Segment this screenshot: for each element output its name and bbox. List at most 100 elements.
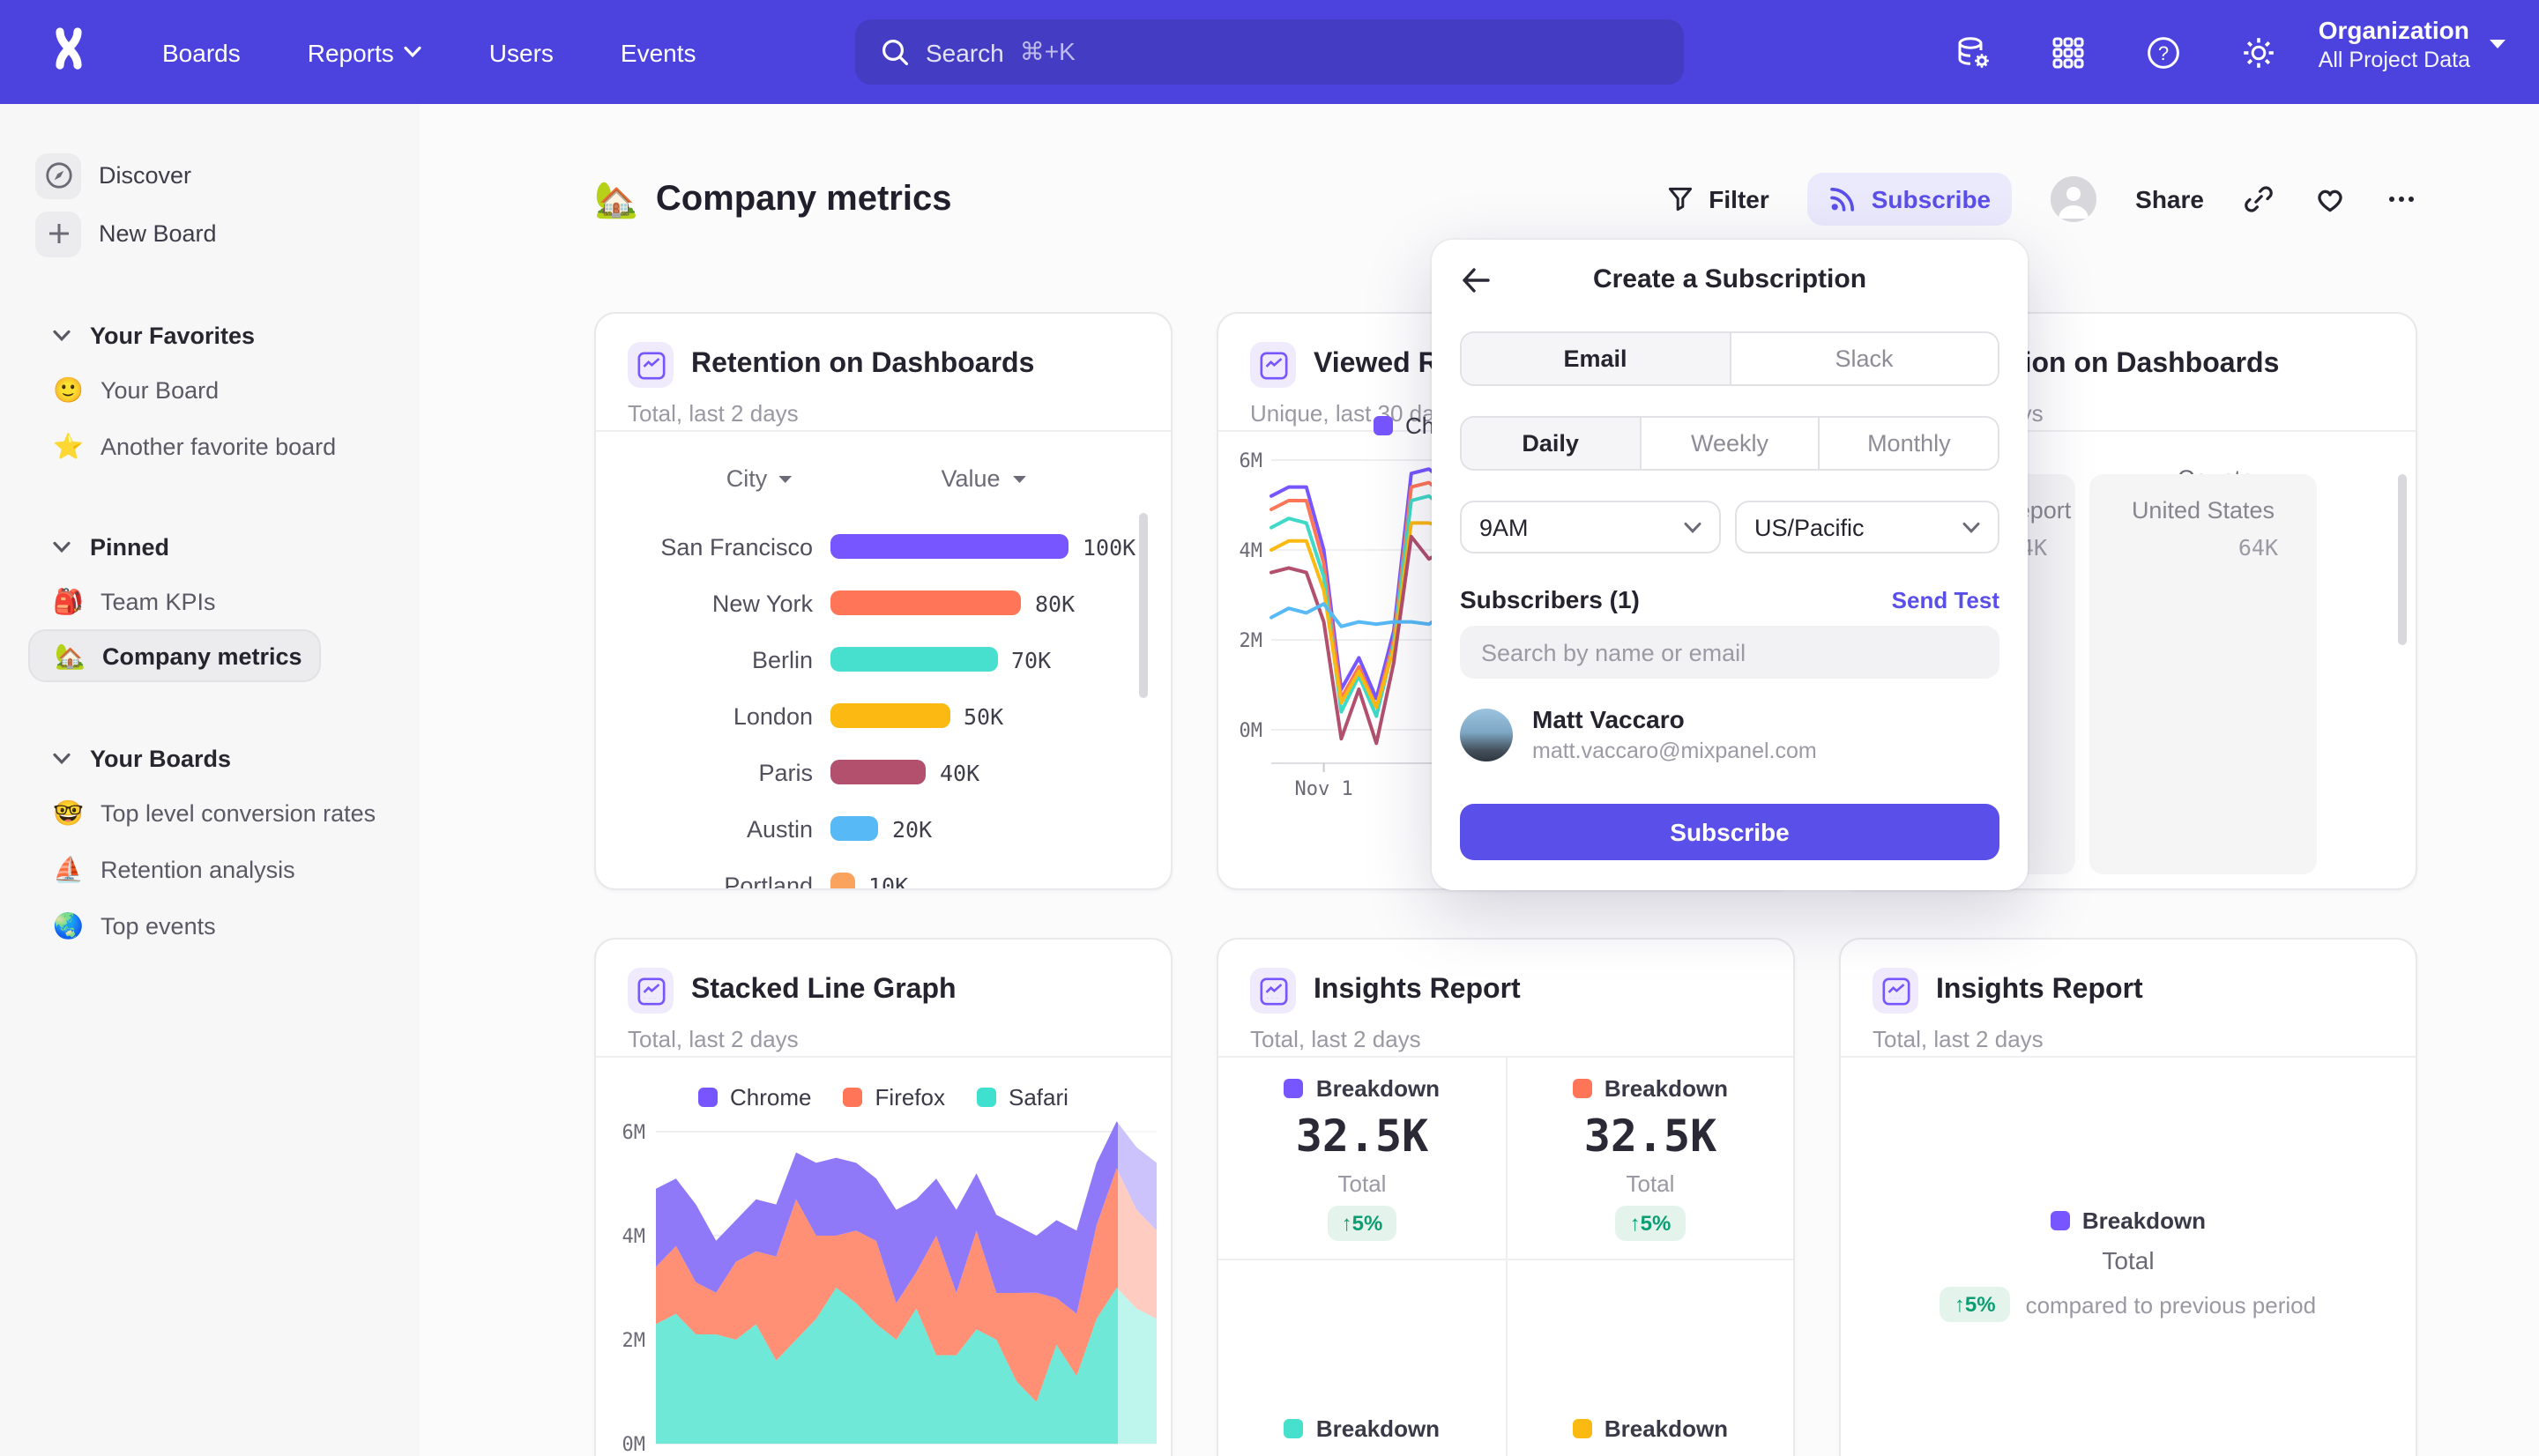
more-options-button[interactable] <box>2386 183 2417 215</box>
metric-single[interactable]: Breakdown Total ↑5% compared to previous… <box>1841 1207 2416 1322</box>
card-title[interactable]: Retention on Dashboards <box>691 349 1034 381</box>
metric-cell[interactable]: Breakdown 32.5K Total ↑5% <box>1506 1058 1793 1259</box>
tab-daily[interactable]: Daily <box>1462 418 1639 469</box>
subscriber-search-input[interactable] <box>1460 626 1999 679</box>
column-header-value[interactable]: Value <box>941 465 1026 492</box>
table-row[interactable]: Portland10K <box>596 857 1171 890</box>
sidebar-item-discover[interactable]: Discover <box>0 146 420 204</box>
chevron-down-icon <box>1684 521 1701 533</box>
chevron-down-icon <box>53 540 71 553</box>
subscribe-button[interactable]: Subscribe <box>1808 173 2012 226</box>
svg-text:2M: 2M <box>1240 630 1263 652</box>
sidebar: Discover New Board Your Favorites 🙂 Your… <box>0 104 420 1456</box>
tab-weekly[interactable]: Weekly <box>1639 418 1818 469</box>
sidebar-item-label: Top level conversion rates <box>101 799 376 826</box>
board-emoji: ⭐ <box>53 431 85 461</box>
legend-swatch <box>1573 1418 1592 1437</box>
subscriber-row[interactable]: Matt Vaccaro matt.vaccaro@mixpanel.com <box>1460 705 1817 763</box>
sidebar-item-top-events[interactable]: 🌏 Top events <box>0 897 391 954</box>
modal-title: Create a Subscription <box>1593 264 1866 294</box>
country-cell-united-states[interactable]: United States 64K <box>2089 474 2317 874</box>
tab-email[interactable]: Email <box>1462 333 1729 384</box>
board-emoji: 🙂 <box>53 375 85 405</box>
share-label: Share <box>2135 185 2204 213</box>
nav-item-events[interactable]: Events <box>621 38 696 66</box>
table-row[interactable]: San Francisco100K <box>596 518 1171 575</box>
time-select[interactable]: 9AM <box>1460 501 1721 553</box>
table-row[interactable]: London50K <box>596 687 1171 744</box>
board-emoji: 🏡 <box>55 641 86 671</box>
legend-label: Safari <box>1009 1084 1068 1111</box>
table-row[interactable]: New York80K <box>596 575 1171 631</box>
mixpanel-logo-icon[interactable] <box>42 26 95 78</box>
help-icon[interactable]: ? <box>2144 33 2183 71</box>
sidebar-item-retention-analysis[interactable]: ⛵ Retention analysis <box>0 841 391 897</box>
page-title-text: Company metrics <box>656 179 952 219</box>
gear-icon[interactable] <box>2239 33 2278 71</box>
report-chart-icon <box>1873 968 1918 1014</box>
value-bar <box>830 760 926 784</box>
sidebar-item-company-metrics[interactable]: 🏡 Company metrics <box>28 629 322 682</box>
tab-slack[interactable]: Slack <box>1729 333 1998 384</box>
search-shortcut: ⌘+K <box>1020 37 1076 67</box>
filter-button[interactable]: Filter <box>1666 185 1768 213</box>
card-subtitle: Total, last 2 days <box>1250 1026 1768 1052</box>
metric-label: Breakdown <box>1316 1075 1440 1102</box>
apps-grid-icon[interactable] <box>2049 33 2088 71</box>
stacked-area-chart[interactable]: 6M4M2M0M <box>596 1116 1173 1456</box>
avatar[interactable] <box>2051 176 2096 222</box>
send-test-link[interactable]: Send Test <box>1892 586 1999 613</box>
legend-item-safari[interactable]: Safari <box>977 1084 1068 1111</box>
nav-item-users[interactable]: Users <box>489 38 554 66</box>
column-header-city[interactable]: City <box>726 465 794 492</box>
report-chart-icon <box>1250 968 1296 1014</box>
sidebar-item-top-level-conversion-rates[interactable]: 🤓 Top level conversion rates <box>0 784 391 841</box>
legend-item-firefox[interactable]: Firefox <box>844 1084 945 1111</box>
report-chart-icon <box>628 968 674 1014</box>
sidebar-item-new-board[interactable]: New Board <box>0 204 420 263</box>
favorite-button[interactable] <box>2313 183 2347 215</box>
card-title[interactable]: Insights Report <box>1936 975 2143 1007</box>
back-button[interactable] <box>1460 266 1492 294</box>
sidebar-item-label: Discover <box>99 162 191 189</box>
share-button[interactable]: Share <box>2135 185 2204 213</box>
sidebar-item-your-board[interactable]: 🙂 Your Board <box>0 361 391 418</box>
board-emoji: 🌏 <box>53 910 85 940</box>
nav-item-reports[interactable]: Reports <box>308 38 422 66</box>
sidebar-section-your-boards[interactable]: Your Boards <box>0 732 420 784</box>
table-row[interactable]: Berlin70K <box>596 631 1171 687</box>
card-title[interactable]: Insights Report <box>1314 975 1521 1007</box>
plus-icon <box>35 211 81 256</box>
card-title[interactable]: Stacked Line Graph <box>691 975 957 1007</box>
scrollbar[interactable] <box>2398 474 2407 645</box>
caret-down-icon <box>2488 37 2507 51</box>
card-retention-on-dashboards: Retention on Dashboards Total, last 2 da… <box>594 312 1173 890</box>
subscribe-submit-button[interactable]: Subscribe <box>1460 804 1999 860</box>
sidebar-item-another-favorite-board[interactable]: ⭐ Another favorite board <box>0 418 391 474</box>
sidebar-section-pinned[interactable]: Pinned <box>0 520 420 573</box>
search-input[interactable]: Search ⌘+K <box>855 19 1684 85</box>
org-switcher[interactable]: Organization All Project Data <box>2319 16 2507 72</box>
metric-cell[interactable]: Breakdown 32.5K Total ↑5% <box>1506 1259 1793 1456</box>
city-cell: Portland <box>596 872 830 890</box>
copy-link-button[interactable] <box>2243 183 2275 215</box>
nav-item-boards[interactable]: Boards <box>162 38 241 66</box>
table-row[interactable]: Austin20K <box>596 800 1171 857</box>
filter-label: Filter <box>1709 185 1768 213</box>
link-icon <box>2243 183 2275 215</box>
scrollbar[interactable] <box>1139 513 1148 698</box>
sidebar-item-label: Retention analysis <box>101 856 295 882</box>
sidebar-section-your-favorites[interactable]: Your Favorites <box>0 308 420 361</box>
timezone-select[interactable]: US/Pacific <box>1735 501 1999 553</box>
metric-cell[interactable]: Breakdown 32.5K Total ↑5% <box>1218 1058 1506 1259</box>
metric-cell[interactable]: Breakdown 32.5K Total ↑5% <box>1218 1259 1506 1456</box>
data-management-icon[interactable] <box>1954 33 1992 71</box>
legend-item-chrome[interactable]: Chrome <box>698 1084 812 1111</box>
metric-value: 32.5K <box>1296 1450 1429 1456</box>
sidebar-item-team-kpis[interactable]: 🎒 Team KPIs <box>0 573 391 629</box>
tab-monthly[interactable]: Monthly <box>1819 418 1998 469</box>
svg-text:2M: 2M <box>622 1330 646 1352</box>
section-title: Your Boards <box>90 745 231 771</box>
metric-value: 32.5K <box>1584 1111 1717 1162</box>
table-row[interactable]: Paris40K <box>596 744 1171 800</box>
